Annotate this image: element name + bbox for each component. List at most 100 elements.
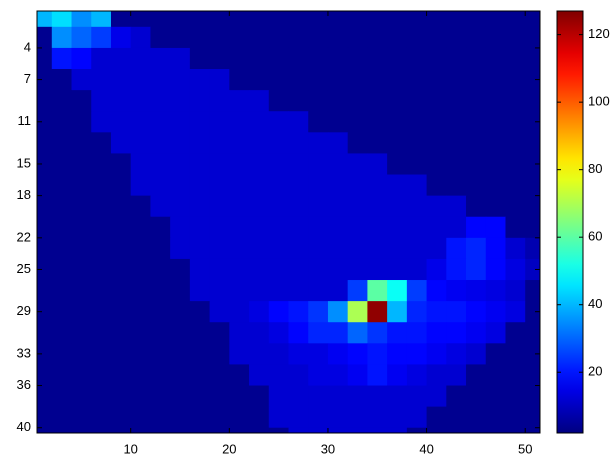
heatmap-cell — [367, 322, 387, 344]
heatmap-cell — [111, 301, 131, 323]
heatmap-cell — [466, 132, 486, 154]
heatmap-cell — [427, 322, 447, 344]
heatmap-cell — [525, 364, 545, 386]
heatmap-cell — [131, 196, 151, 218]
heatmap-cell — [170, 27, 190, 49]
heatmap-cell — [32, 238, 52, 260]
heatmap-cell — [348, 407, 368, 429]
y-tick-label: 33 — [17, 345, 31, 360]
heatmap-cell — [328, 153, 348, 175]
y-tick-label: 18 — [17, 187, 31, 202]
heatmap-cell — [72, 111, 92, 133]
heatmap-cell — [525, 175, 545, 197]
heatmap-cell — [446, 238, 466, 260]
heatmap-cell — [486, 153, 506, 175]
heatmap-cell — [150, 407, 170, 429]
heatmap-cell — [72, 175, 92, 197]
heatmap-cell — [111, 6, 131, 28]
heatmap-cell — [289, 280, 309, 302]
heatmap-cell — [229, 69, 249, 91]
heatmap-cell — [131, 69, 151, 91]
heatmap-cell — [32, 196, 52, 218]
heatmap-cell — [269, 27, 289, 49]
heatmap-cell — [190, 238, 210, 260]
heatmap-cell — [466, 280, 486, 302]
heatmap-cell — [505, 301, 525, 323]
heatmap-cell — [525, 386, 545, 408]
chart: 1020304050471115182225293336402040608010… — [0, 0, 614, 459]
heatmap-cell — [486, 386, 506, 408]
heatmap-cell — [505, 386, 525, 408]
heatmap-cell — [505, 69, 525, 91]
heatmap-cell — [427, 301, 447, 323]
heatmap-cell — [111, 132, 131, 154]
heatmap-cell — [91, 90, 111, 112]
heatmap-cell — [52, 280, 72, 302]
heatmap-cell — [229, 364, 249, 386]
colorbar-tick-label: 120 — [588, 26, 610, 41]
heatmap-cell — [407, 343, 427, 365]
heatmap-cell — [32, 407, 52, 429]
heatmap-cell — [387, 90, 407, 112]
heatmap-cell — [249, 386, 269, 408]
heatmap-cell — [308, 196, 328, 218]
heatmap-cell — [170, 90, 190, 112]
heatmap-cell — [427, 196, 447, 218]
heatmap-cell — [72, 343, 92, 365]
heatmap-cell — [150, 6, 170, 28]
heatmap-cell — [229, 132, 249, 154]
heatmap-cell — [249, 175, 269, 197]
heatmap-cell — [210, 217, 230, 239]
heatmap-cell — [269, 69, 289, 91]
heatmap-cell — [407, 48, 427, 70]
heatmap-cell — [72, 196, 92, 218]
heatmap-cell — [289, 407, 309, 429]
heatmap-cell — [486, 217, 506, 239]
heatmap-cell — [328, 301, 348, 323]
heatmap-cell — [367, 153, 387, 175]
heatmap-cell — [328, 132, 348, 154]
heatmap-cell — [446, 259, 466, 281]
heatmap-cell — [32, 364, 52, 386]
heatmap-cell — [91, 27, 111, 49]
heatmap-cell — [348, 217, 368, 239]
heatmap-cell — [505, 322, 525, 344]
heatmap-cell — [131, 217, 151, 239]
y-tick-label: 11 — [18, 113, 32, 128]
heatmap-cell — [150, 90, 170, 112]
heatmap-cell — [348, 280, 368, 302]
heatmap-cell — [367, 69, 387, 91]
heatmap-cell — [348, 322, 368, 344]
heatmap-cell — [111, 153, 131, 175]
heatmap-cell — [367, 175, 387, 197]
heatmap-cell — [407, 6, 427, 28]
heatmap-cell — [407, 238, 427, 260]
heatmap-cell — [91, 6, 111, 28]
heatmap-cell — [150, 280, 170, 302]
heatmap-cell — [466, 343, 486, 365]
heatmap-cell — [229, 175, 249, 197]
heatmap-cell — [427, 407, 447, 429]
heatmap-cell — [170, 343, 190, 365]
heatmap-cell — [190, 90, 210, 112]
heatmap-cell — [52, 111, 72, 133]
heatmap-cell — [111, 259, 131, 281]
heatmap-cell — [387, 6, 407, 28]
heatmap-cell — [269, 301, 289, 323]
heatmap-cell — [111, 27, 131, 49]
heatmap-cell — [525, 27, 545, 49]
heatmap-cell — [111, 364, 131, 386]
heatmap-cell — [210, 27, 230, 49]
heatmap-cell — [52, 153, 72, 175]
heatmap-cell — [348, 27, 368, 49]
heatmap-cell — [72, 153, 92, 175]
heatmap-cell — [328, 6, 348, 28]
heatmap-cell — [505, 111, 525, 133]
heatmap-cell — [249, 259, 269, 281]
heatmap-cell — [289, 27, 309, 49]
heatmap-cell — [72, 238, 92, 260]
heatmap-cell — [150, 343, 170, 365]
heatmap-cell — [427, 259, 447, 281]
heatmap-cell — [348, 132, 368, 154]
heatmap-cell — [407, 153, 427, 175]
